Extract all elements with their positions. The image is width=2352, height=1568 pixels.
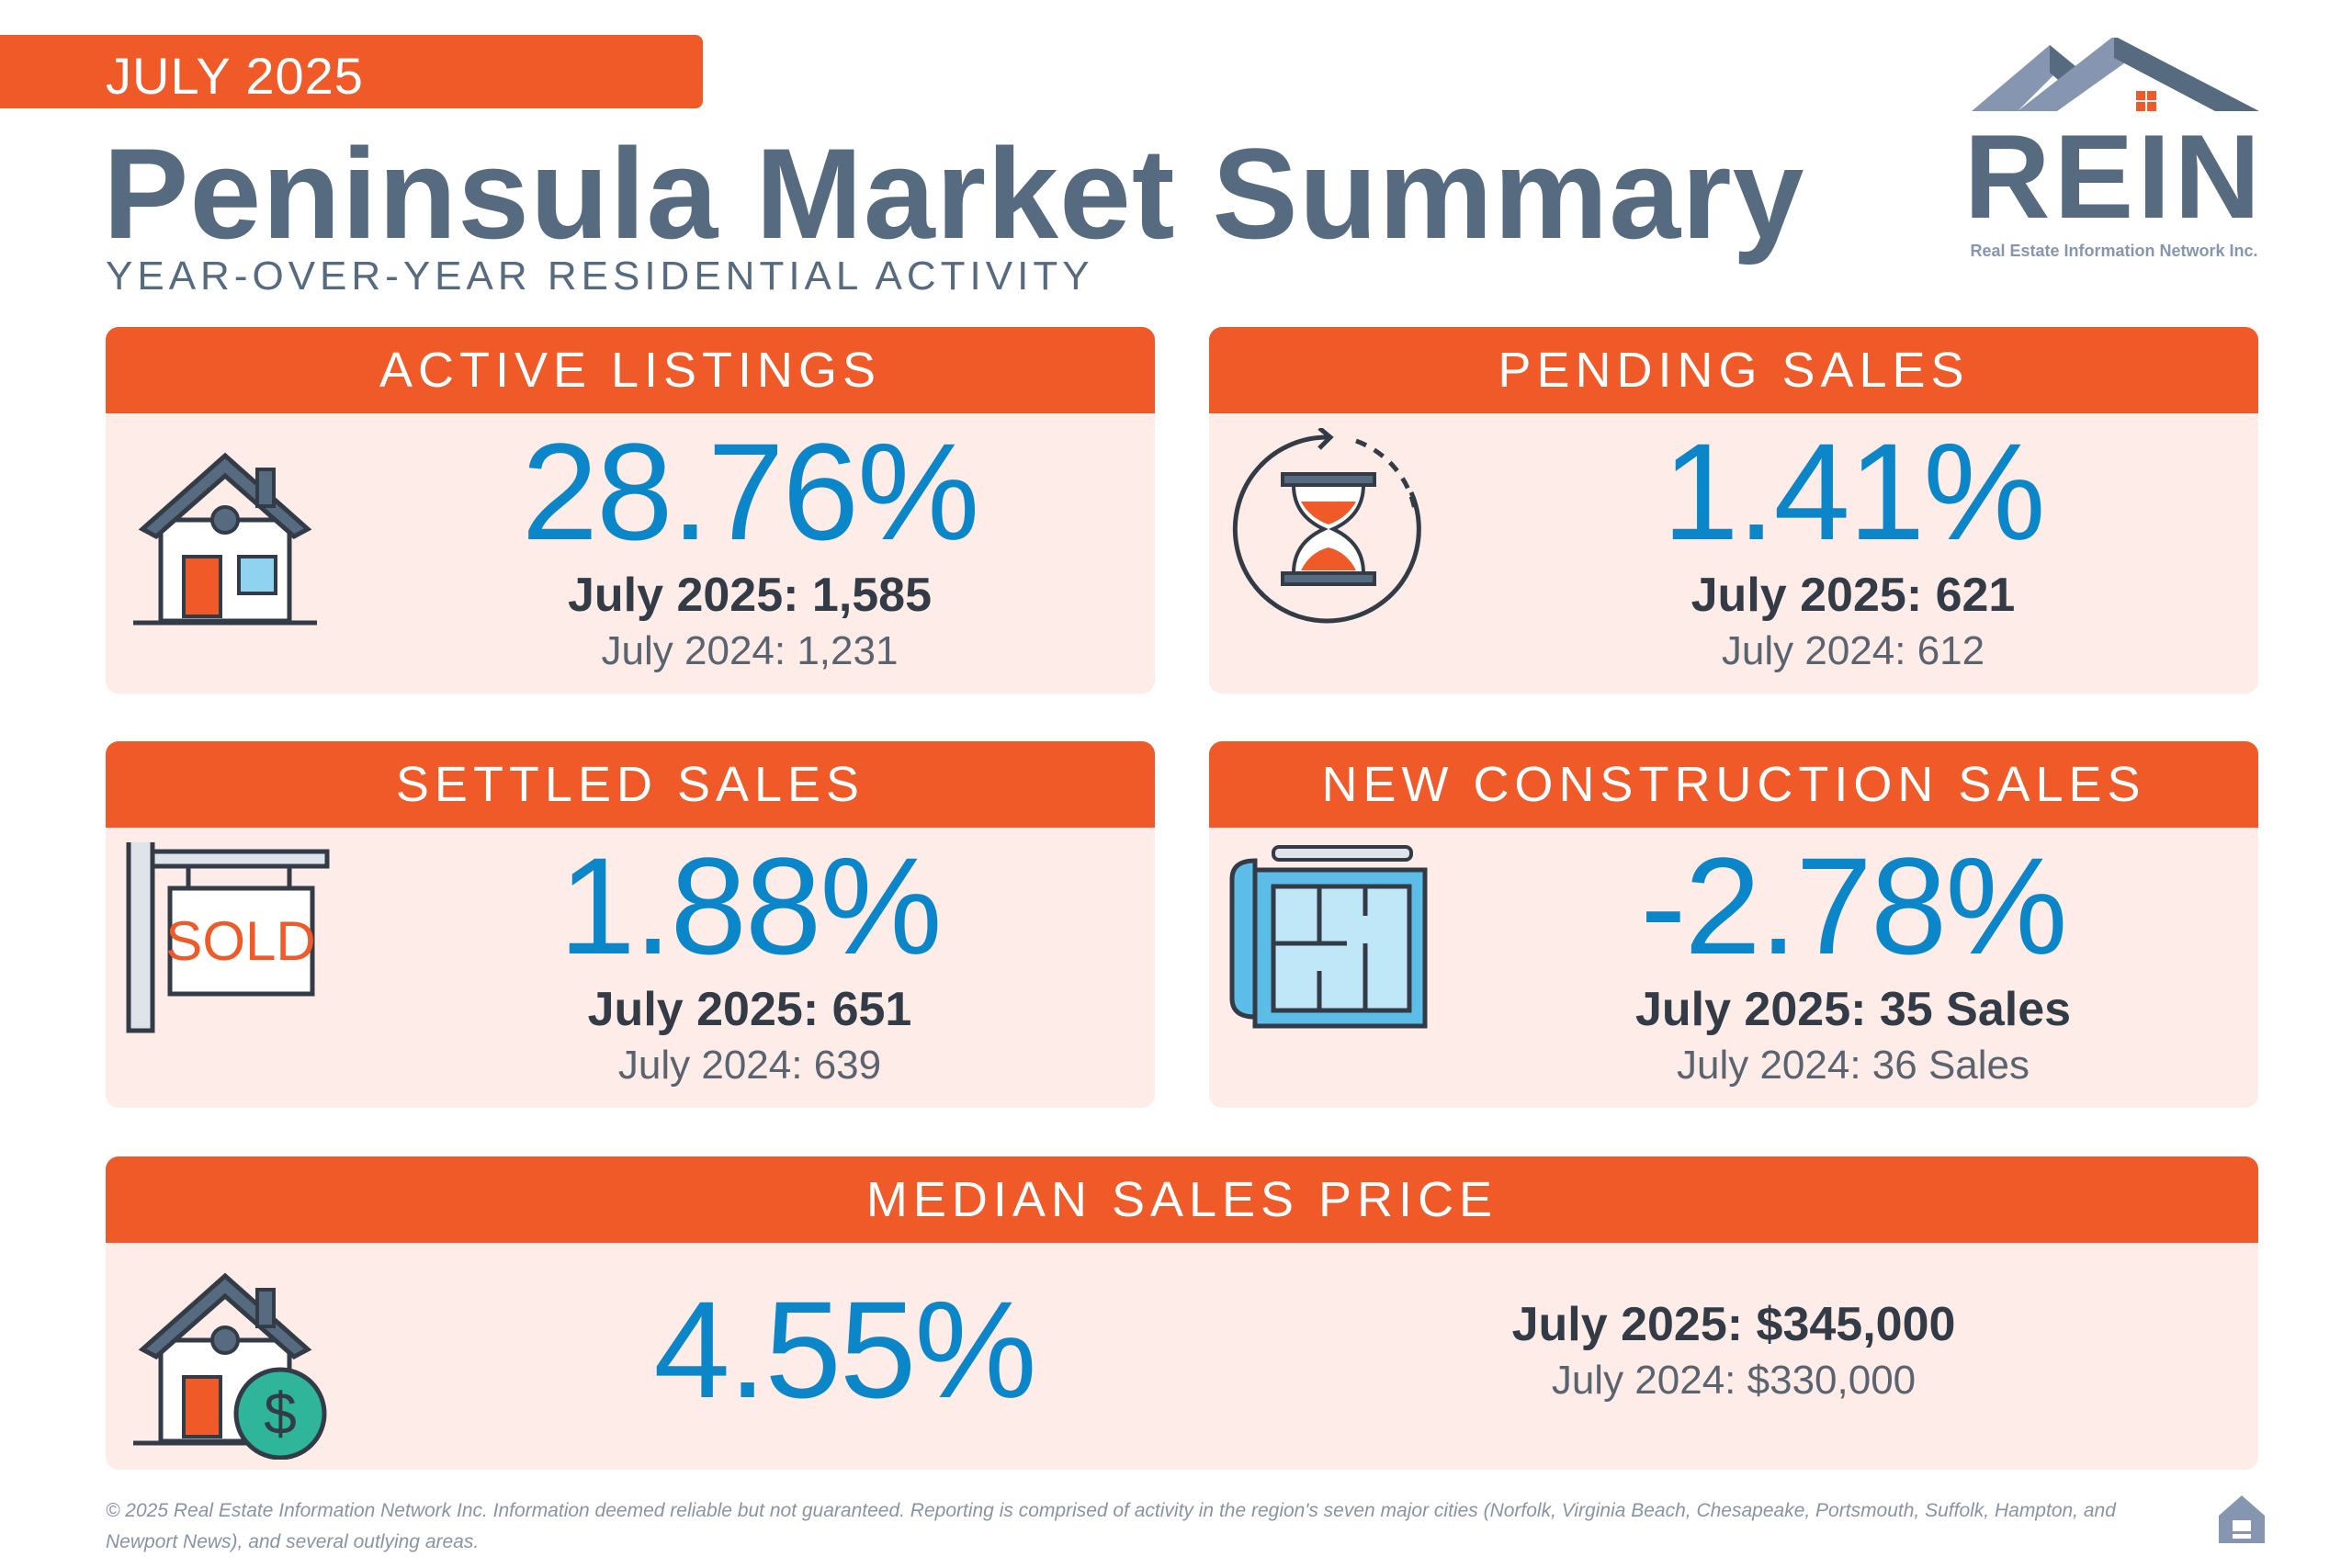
house-icon <box>133 452 317 626</box>
svg-text:SOLD: SOLD <box>165 910 315 972</box>
previous-value: July 2024: 36 Sales <box>1676 1043 2030 1088</box>
card-title: MEDIAN SALES PRICE <box>106 1156 2258 1243</box>
card-active-listings: ACTIVE LISTINGS 28.76% July 2025: 1,585 Ju… <box>106 327 1155 694</box>
previous-value: July 2024: 612 <box>1721 628 1985 673</box>
equal-housing-icon <box>2219 1495 2265 1543</box>
house-dollar-icon: $ <box>133 1272 327 1460</box>
percent-change: -2.78% <box>1640 829 2067 983</box>
card-settled-sales: SETTLED SALES SOLD 1.88% July 2025: 651 Ju… <box>106 741 1155 1108</box>
percent-change: 1.88% <box>559 829 942 983</box>
month-banner: JULY 2025 <box>0 35 703 108</box>
month-label: JULY 2025 <box>106 47 364 105</box>
percent-change: 1.41% <box>1662 414 2045 569</box>
svg-text:Real Estate Information Networ: Real Estate Information Network Inc. <box>1970 242 2257 260</box>
card-title: NEW CONSTRUCTION SALES <box>1209 741 2258 828</box>
percent-change: 28.76% <box>521 414 980 569</box>
page-title: Peninsula Market Summary <box>103 121 1805 265</box>
previous-value: July 2024: 1,231 <box>601 628 899 673</box>
footer-disclaimer: © 2025 Real Estate Information Network I… <box>106 1500 2116 1552</box>
card-title: ACTIVE LISTINGS <box>106 327 1155 413</box>
svg-text:REIN: REIN <box>1967 109 2261 243</box>
current-value: July 2025: 35 Sales <box>1634 983 2072 1036</box>
card-pending-sales: PENDING SALES 1.41% July 2025: 621 July 20… <box>1209 327 2258 694</box>
page-subtitle: YEAR-OVER-YEAR RESIDENTIAL ACTIVITY <box>106 254 1094 299</box>
card-new-construction-sales: NEW CONSTRUCTION SALES -2.78% July 2025: … <box>1209 741 2258 1108</box>
current-value: July 2025: $345,000 <box>1511 1298 1956 1351</box>
card-title: PENDING SALES <box>1209 327 2258 413</box>
rein-logo: REIN Real Estate Information Network Inc… <box>1967 38 2261 260</box>
card-median-sales-price: MEDIAN SALES PRICE $ 4.55% July 2025: $3… <box>106 1156 2258 1470</box>
svg-text:$: $ <box>264 1381 297 1447</box>
current-value: July 2025: 621 <box>1690 569 2016 622</box>
card-title: SETTLED SALES <box>106 741 1155 828</box>
hourglass-icon <box>1232 428 1421 624</box>
current-value: July 2025: 1,585 <box>567 569 933 622</box>
previous-value: July 2024: 639 <box>617 1043 882 1088</box>
sold-sign-icon: SOLD <box>126 842 330 1033</box>
percent-change: 4.55% <box>653 1272 1036 1427</box>
previous-value: July 2024: $330,000 <box>1551 1358 1917 1403</box>
current-value: July 2025: 651 <box>587 983 912 1036</box>
blueprint-icon <box>1229 845 1428 1029</box>
